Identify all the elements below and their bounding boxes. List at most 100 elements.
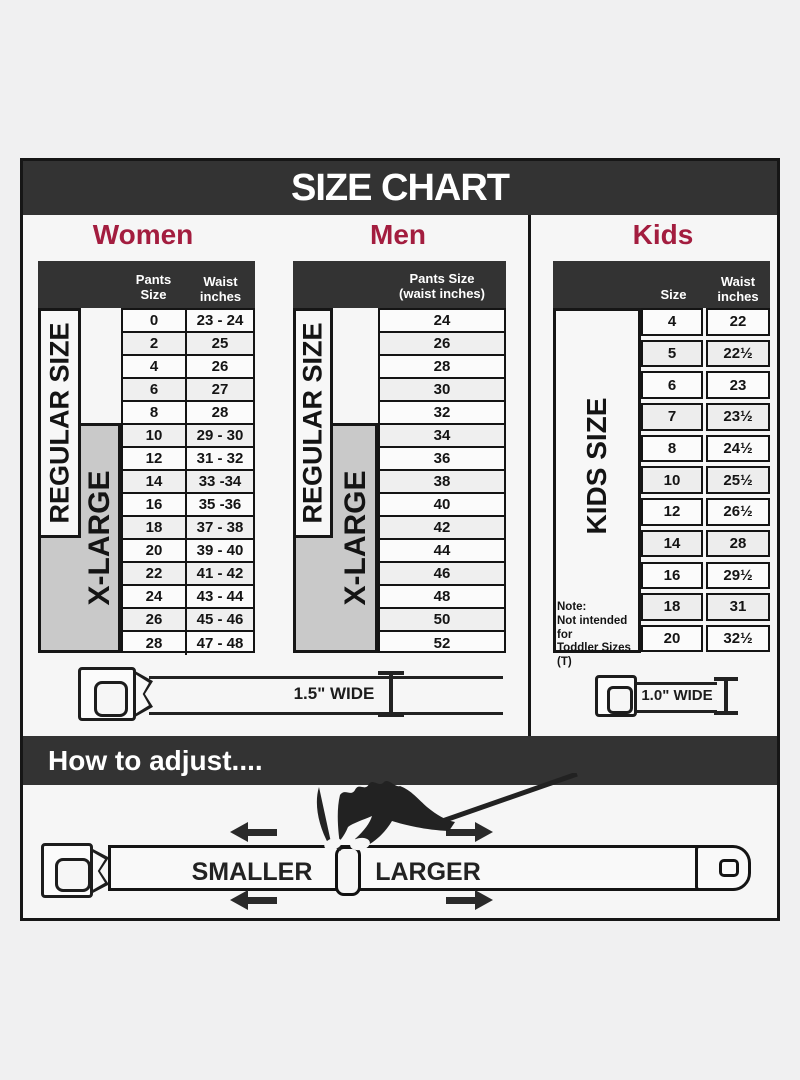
cell: 26	[211, 358, 229, 375]
cell: 28	[706, 529, 770, 558]
table-row: 12 31 - 32	[123, 448, 253, 471]
kids-table-header: Size Waist inches	[553, 261, 770, 308]
smaller-arrow-bottom-icon	[230, 890, 277, 910]
cell: 24½	[706, 434, 770, 463]
table-row: 38	[380, 471, 504, 494]
adult-belt-latch-fill	[135, 674, 149, 714]
adult-belt-strap-top	[149, 676, 503, 679]
adjust-belt-buckle-icon	[41, 843, 93, 898]
table-row: 52	[380, 632, 504, 655]
kids-belt-buckle-icon	[595, 675, 637, 717]
cell: 33 -34	[198, 473, 242, 490]
table-row: 2 25	[123, 333, 253, 356]
adjust-title-bar: How to adjust....	[23, 736, 777, 785]
cell: 10	[641, 466, 703, 495]
table-row: 20 32½	[641, 624, 770, 653]
cell: 31	[706, 593, 770, 621]
cell: 34	[433, 427, 451, 444]
adult-belt-width-label: 1.5" WIDE	[293, 684, 375, 703]
table-row: 26	[380, 333, 504, 356]
adjuster-clip	[335, 846, 361, 896]
cell: 52	[433, 635, 451, 652]
cell: 30	[433, 381, 451, 398]
size-chart-card: SIZE CHART Women Men Kids Pants Size Wai…	[20, 158, 780, 921]
table-row: 0 23 - 24	[123, 310, 253, 333]
table-row: 28 47 - 48	[123, 632, 253, 655]
cell: 28	[433, 358, 451, 375]
cell: 46	[433, 565, 451, 582]
men-col-header: Pants Size (waist inches)	[378, 271, 506, 302]
kids-width-measure-icon	[724, 679, 728, 715]
kids-section-header: Kids	[632, 219, 694, 250]
table-row: 24	[380, 310, 504, 333]
adjust-title: How to adjust....	[48, 744, 263, 776]
cell: 29 - 30	[196, 427, 244, 444]
cell: 26	[433, 335, 451, 352]
table-row: 34	[380, 425, 504, 448]
table-row: 26 45 - 46	[123, 609, 253, 632]
cell: 4	[123, 356, 187, 377]
cell: 36	[433, 450, 451, 467]
adult-belt-buckle-window	[94, 681, 128, 717]
table-row: 44	[380, 540, 504, 563]
table-row: 48	[380, 586, 504, 609]
kids-col-size: Size	[660, 287, 687, 303]
cell: 4	[641, 308, 703, 336]
cell: 5	[641, 339, 703, 368]
table-row: 18 37 - 38	[123, 517, 253, 540]
kids-note-line1: Note:	[557, 601, 587, 613]
men-col-header-line1: Pants Size	[409, 271, 475, 287]
women-col-pants-size: Pants Size	[135, 272, 172, 303]
cell: 26½	[706, 498, 770, 526]
cell: 2	[123, 333, 187, 354]
cell: 18	[123, 517, 187, 538]
men-table-body: 24 26 28 30 32 34 36 38 40 42 44 46 48 50 52	[378, 308, 506, 653]
cell: 45 - 46	[196, 611, 244, 628]
larger-arrow-bottom-icon	[446, 890, 493, 910]
table-row: 8 28	[123, 402, 253, 425]
cell: 18	[641, 593, 703, 621]
table-row: 4 22	[641, 308, 770, 336]
table-row: 7 23½	[641, 403, 770, 431]
table-row: 22 41 - 42	[123, 563, 253, 586]
cell: 14	[641, 529, 703, 558]
cell: 7	[641, 403, 703, 431]
larger-label: LARGER	[375, 858, 481, 886]
title-bar: SIZE CHART	[23, 161, 777, 215]
table-row: 6 23	[641, 371, 770, 399]
adult-belt-strap-bottom	[149, 712, 503, 715]
table-row: 20 39 - 40	[123, 540, 253, 563]
table-row: 6 27	[123, 379, 253, 402]
hand-illustration	[316, 773, 578, 851]
cell: 26	[123, 609, 187, 630]
table-row: 28	[380, 356, 504, 379]
cell: 12	[123, 448, 187, 469]
women-regular-size-label: REGULAR SIZE	[44, 322, 74, 524]
table-row: 18 31	[641, 593, 770, 621]
table-row: 24 43 - 44	[123, 586, 253, 609]
cell: 6	[123, 379, 187, 400]
kids-width-measure-bottom	[714, 711, 738, 715]
cell: 22	[123, 563, 187, 584]
cell: 44	[433, 542, 451, 559]
table-row: 5 22½	[641, 339, 770, 368]
cell: 16	[123, 494, 187, 515]
adult-width-measure-top	[378, 671, 404, 675]
table-row: 8 24½	[641, 434, 770, 463]
cell: 31 - 32	[196, 450, 244, 467]
cell: 27	[211, 381, 229, 398]
men-table-header: Pants Size (waist inches)	[293, 261, 506, 308]
kids-note: Note: Not intended for Toddler Sizes (T)	[557, 601, 642, 670]
larger-arrow-top-icon	[446, 822, 493, 842]
cell: 42	[433, 519, 451, 536]
women-regular-region	[38, 308, 81, 538]
table-row: 40	[380, 494, 504, 517]
cell: 41 - 42	[196, 565, 244, 582]
cell: 47 - 48	[196, 635, 244, 652]
cell: 28	[211, 404, 229, 421]
table-row: 46	[380, 563, 504, 586]
kids-belt-strap-top	[637, 682, 717, 685]
vertical-divider	[528, 215, 531, 736]
men-regular-region	[293, 308, 333, 538]
